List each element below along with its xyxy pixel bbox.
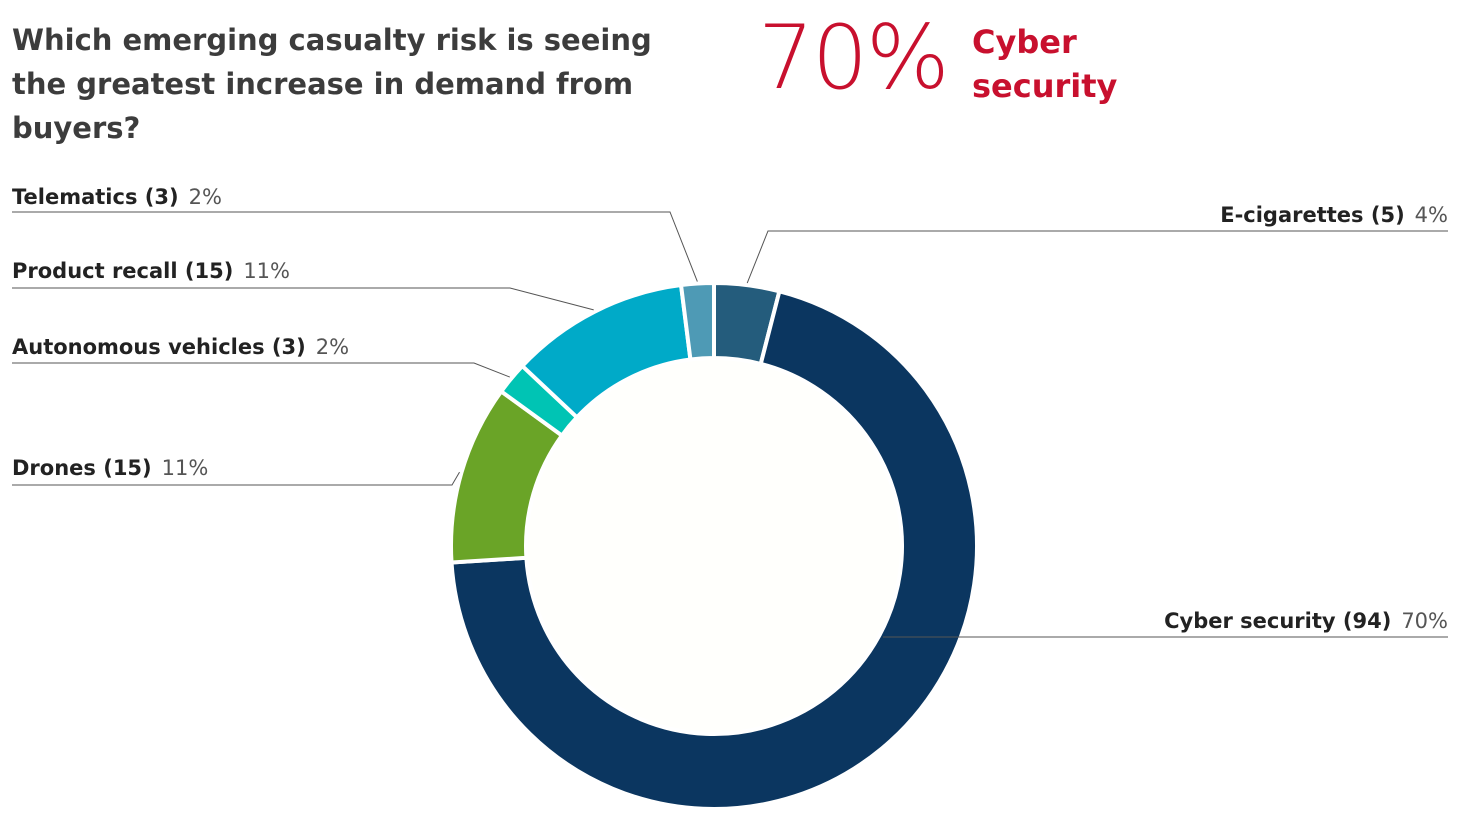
highlight-value: 70% [758, 6, 950, 109]
slice-label: Autonomous vehicles (3) 2% [12, 335, 349, 359]
category-label: E-cigarettes (5) [1220, 203, 1404, 227]
slice-label: E-cigarettes (5) 4% [1220, 203, 1448, 227]
donut-slice [449, 288, 979, 811]
value-label: 2% [189, 185, 222, 209]
leader-line [12, 287, 594, 311]
leader-line [12, 362, 510, 378]
category-label: Drones (15) [12, 456, 152, 480]
slice-label: Product recall (15) 11% [12, 259, 290, 283]
leader-line [746, 230, 1448, 284]
highlight-label: Cyber security [972, 23, 1118, 105]
value-label: 70% [1401, 609, 1448, 633]
category-label: Telematics (3) [12, 185, 179, 209]
chart-title: Which emerging casualty risk is seeing t… [12, 23, 652, 145]
donut-slice [678, 280, 716, 362]
slice-label: Cyber security (94) 70% [1164, 609, 1448, 633]
value-label: 11% [243, 259, 290, 283]
value-label: 4% [1415, 203, 1448, 227]
value-label: 2% [316, 335, 349, 359]
category-label: Cyber security (94) [1164, 609, 1391, 633]
category-label: Product recall (15) [12, 259, 233, 283]
leader-line [12, 471, 460, 486]
slice-label: Drones (15) 11% [12, 456, 208, 480]
leader-line [12, 211, 698, 282]
category-label: Autonomous vehicles (3) [12, 335, 306, 359]
donut-hole [528, 360, 900, 732]
value-label: 11% [162, 456, 209, 480]
slice-label: Telematics (3) 2% [12, 185, 222, 209]
